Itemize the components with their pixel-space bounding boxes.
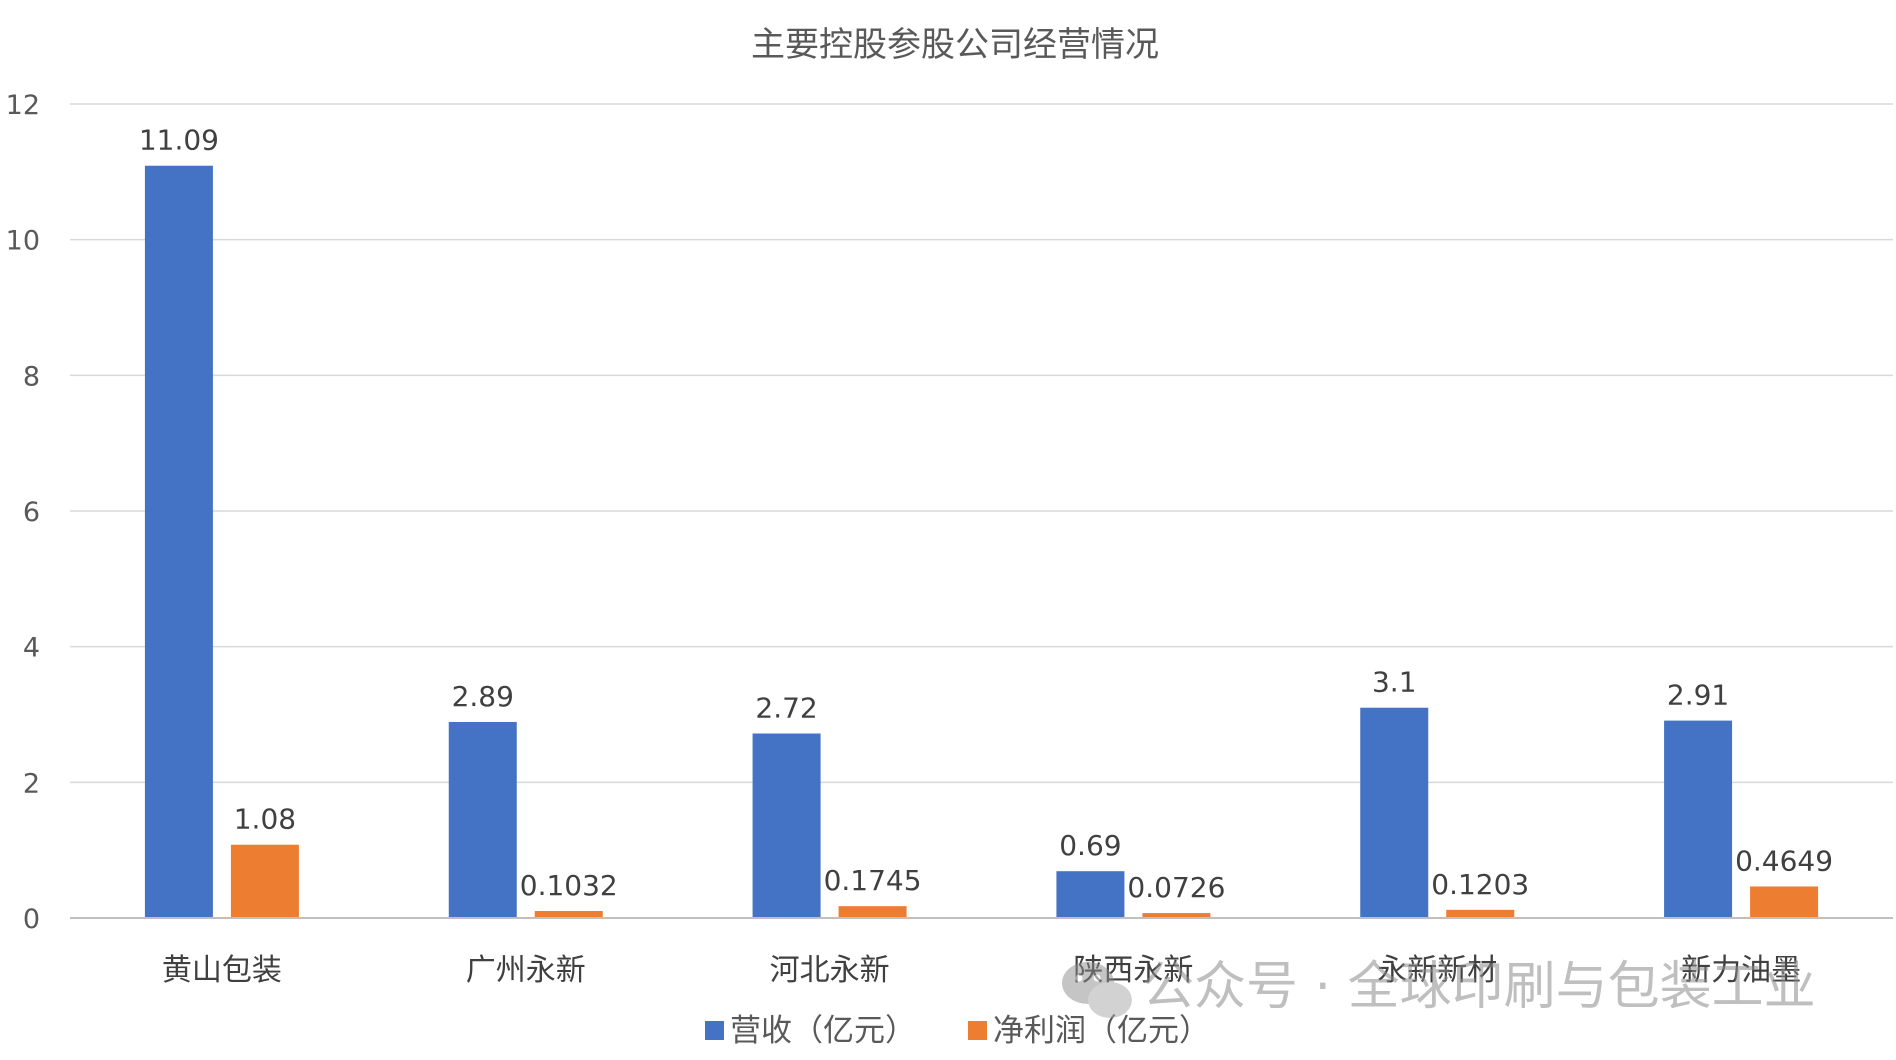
data-label: 2.91	[1667, 679, 1729, 712]
bar-revenue	[1360, 707, 1429, 918]
chart-title: 主要控股参股公司经营情况	[751, 25, 1159, 65]
bar-net-profit	[838, 906, 907, 918]
y-axis: 0 2 4 6 8 10 12	[6, 90, 40, 935]
watermark: 公众号 · 全球印刷与包装工业	[1062, 957, 1816, 1018]
bar-net-profit	[1750, 886, 1819, 918]
legend-label: 净利润（亿元）	[993, 1013, 1210, 1049]
bar-net-profit	[534, 910, 603, 918]
watermark-text: 公众号 · 全球印刷与包装工业	[1142, 957, 1816, 1017]
bars	[144, 165, 1819, 918]
data-label: 0.1032	[520, 869, 618, 902]
bar-revenue	[144, 165, 213, 918]
data-label: 0.0726	[1127, 871, 1225, 904]
data-label: 2.72	[755, 691, 817, 724]
y-tick-label: 10	[6, 226, 40, 257]
x-tick-label: 黄山包装	[162, 953, 282, 988]
gridlines	[70, 103, 1893, 784]
y-tick-label: 0	[23, 904, 40, 935]
y-tick-label: 12	[6, 90, 40, 121]
data-label: 1.08	[234, 803, 296, 836]
y-tick-label: 8	[23, 361, 40, 392]
bar-revenue	[448, 721, 517, 918]
y-tick-label: 6	[23, 497, 40, 528]
data-label: 2.89	[452, 680, 514, 713]
data-label: 0.1745	[824, 864, 922, 897]
bar-revenue	[1056, 871, 1125, 918]
bar-net-profit	[230, 844, 299, 918]
legend-swatch	[705, 1021, 724, 1040]
legend: 营收（亿元） 净利润（亿元）	[705, 1013, 1210, 1049]
data-label: 11.09	[139, 124, 219, 157]
data-labels: 11.09 1.08 2.89 0.1032 2.72 0.1745 0.690.0726 3…	[139, 124, 1833, 904]
data-label: 0.1203	[1431, 868, 1529, 901]
wechat-icon	[1062, 962, 1132, 1018]
data-label: 0.69	[1059, 829, 1121, 862]
bar-net-profit	[1142, 913, 1211, 918]
bar-net-profit	[1446, 909, 1515, 918]
data-label: 0.4649	[1735, 844, 1833, 877]
legend-swatch	[968, 1021, 987, 1040]
bar-revenue	[1664, 720, 1733, 918]
x-axis: 黄山包装 广州永新 河北永新 陕西永新 永新新材 新力油墨	[70, 917, 1893, 988]
y-tick-label: 4	[23, 633, 40, 664]
x-tick-label: 永新新材	[1377, 953, 1497, 988]
x-tick-label: 广州永新	[466, 953, 586, 988]
data-label: 3.1	[1372, 666, 1417, 699]
x-tick-label: 新力油墨	[1681, 953, 1801, 988]
bar-revenue	[752, 733, 821, 918]
x-tick-label: 河北永新	[770, 953, 890, 988]
y-tick-label: 2	[23, 768, 40, 799]
legend-label: 营收（亿元）	[730, 1013, 916, 1049]
